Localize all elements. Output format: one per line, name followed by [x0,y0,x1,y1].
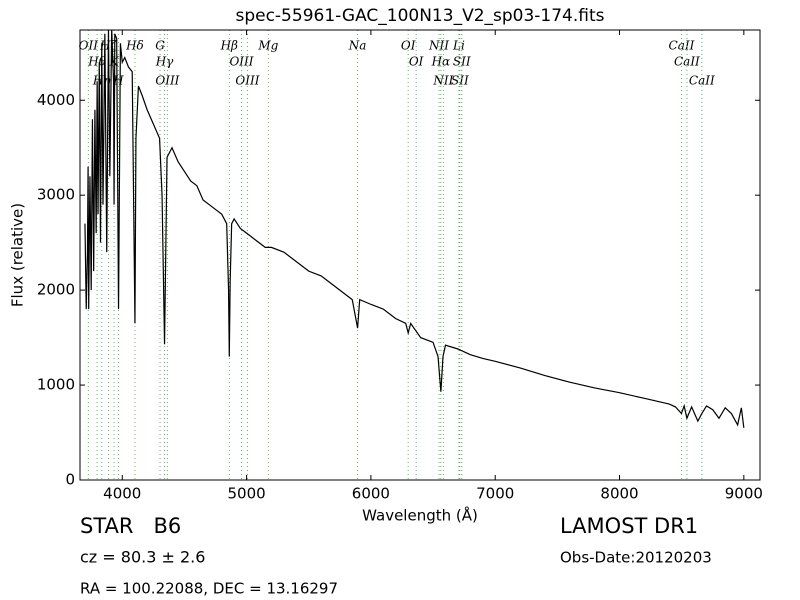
y-tick-label: 3000 [37,186,75,204]
spectral-line-label: Li [452,39,465,53]
x-tick-label: 5000 [227,485,265,503]
y-tick-label: 4000 [37,91,75,109]
spectral-line-label: G [155,39,165,53]
spectral-line-label: OII [79,39,99,53]
x-axis-label: Wavelength (Å) [362,506,478,525]
y-tick-label: 2000 [37,281,75,299]
x-tick-label: 8000 [600,485,638,503]
coordinates: RA = 100.22088, DEC = 13.16297 [80,580,338,598]
x-tick-label: 6000 [352,485,390,503]
y-axis-label: Flux (relative) [9,203,27,307]
redshift: cz = 80.3 ± 2.6 [80,548,205,567]
spectral-line-label: NII [428,39,449,53]
chart-title: spec-55961-GAC_100N13_V2_sp03-174.fits [235,6,604,26]
spectral-line-label: CaII [674,55,700,69]
x-tick-label: 4000 [103,485,141,503]
spectral-line-label: CaII [669,39,695,53]
spectral-line-label: Hδ [125,39,144,53]
spectral-line-label: Na [348,39,367,53]
spectral-line-label: OI [401,39,416,53]
spectral-line-label: Hγ [155,55,174,69]
spectral-line-label: OIII [155,74,179,88]
spectral-line-label: Mg [257,39,278,53]
spectrum-line [84,30,745,428]
spectral-line-label: NII [432,74,453,88]
x-tick-label: 9000 [725,485,763,503]
y-tick-label: 1000 [37,376,75,394]
spectral-line-label: SII [451,74,469,88]
y-tick-label: 0 [65,471,75,489]
obs-date: Obs-Date:20120203 [560,549,712,567]
spectral-line-label: Hβ [220,39,238,53]
spectral-line-label: CaII [689,74,715,88]
spectral-line-label: OIII [229,55,253,69]
spectral-line-label: Hα [431,55,451,69]
spectral-line-label: OI [409,55,424,69]
spectral-line-label: Hθ [87,55,106,69]
spectral-line-label: K [109,55,120,69]
plot-frame [79,29,761,481]
spectral-line-label: SII [453,55,471,69]
object-class: STAR B6 [80,514,181,538]
survey: LAMOST DR1 [560,514,698,538]
spectral-line-label: OIII [235,74,259,88]
x-tick-label: 7000 [476,485,514,503]
